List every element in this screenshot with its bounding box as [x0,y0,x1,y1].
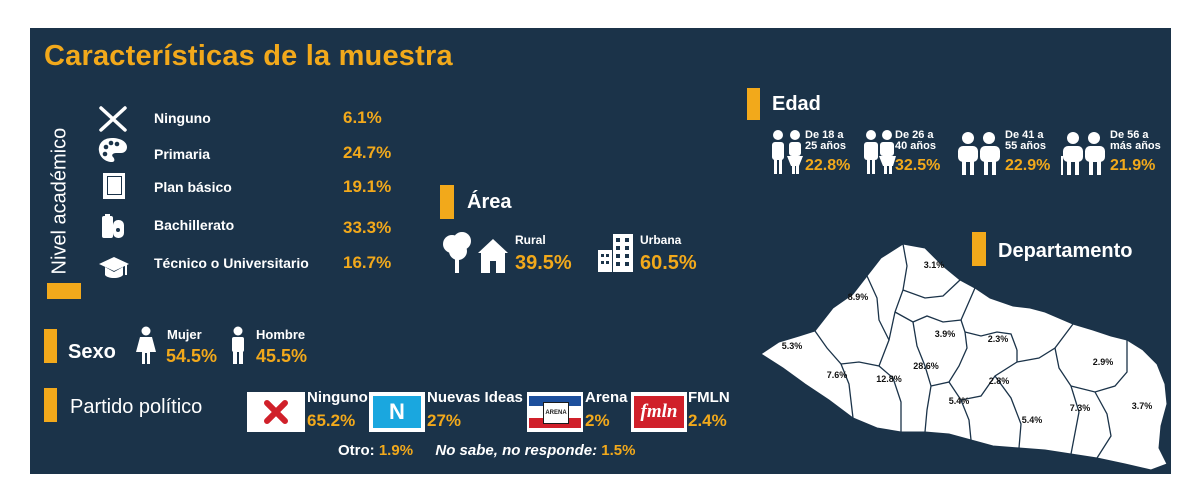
buildings-icon [598,234,633,272]
dept-label-14: 3.7% [1132,401,1153,411]
dept-label-9: 2.8% [989,376,1010,386]
dept-label-3: 5.3% [782,341,803,351]
el-salvador-map: 3.1% 8.9% 5.3% 3.9% 2.3% 7.6% 12.8% 28.6… [760,243,1168,471]
partido-ninguno-value: 65.2% [307,411,356,430]
nivel-plan-basico-label: Plan básico [154,179,232,195]
area-title: Área [467,191,512,213]
dept-label-11: 5.4% [949,396,970,406]
palette-icon [98,138,127,162]
dept-label-10: 2.9% [1093,357,1114,367]
area-urbana-label: Urbana [640,233,682,247]
nivel-bachillerato-value: 33.3% [343,218,392,237]
dept-label-4: 3.9% [935,329,956,339]
elderly-couple-icon [1061,132,1105,175]
edad-accent-bar [747,88,760,120]
edad-18-25-value: 22.8% [805,157,851,174]
nuevas-ideas-logo: N [369,392,425,432]
edad-56-line1: De 56 a [1110,129,1149,141]
arena-logo-text: ARENA [543,402,569,424]
edad-title: Edad [772,93,821,115]
area-accent-bar [440,185,454,219]
nsnr-label: No sabe, no responde: [435,442,598,459]
dept-label-8: 28.6% [913,361,939,371]
nivel-bachillerato-label: Bachillerato [154,217,235,233]
otro-label: Otro: [338,442,375,459]
middle-age-couple-icon [958,132,1000,175]
edad-18-25-line1: De 18 a [805,129,844,141]
graduation-cap-icon [99,257,129,278]
nivel-tecnico-label: Técnico o Universitario [154,255,309,271]
fmln-logo: fmln [631,392,687,432]
sexo-mujer-value: 54.5% [166,346,218,366]
partido-fmln-value: 2.4% [688,411,727,430]
partido-arena-label: Arena [585,389,628,406]
edad-26-40-value: 32.5% [895,157,941,174]
woman-icon [136,326,156,364]
dept-label-2: 8.9% [848,292,869,302]
partido-ninguno-label: Ninguno [307,389,368,406]
young-couple-icon [772,130,803,174]
dept-label-6: 7.6% [827,370,848,380]
sexo-mujer-label: Mujer [167,327,202,342]
partido-nuevas-ideas-label: Nuevas Ideas [427,389,523,406]
edad-41-55-value: 22.9% [1005,157,1051,174]
nivel-tecnico-value: 16.7% [343,253,392,272]
edad-18-25-line2: 25 años [805,140,846,152]
sexo-accent-bar [44,329,57,363]
sexo-title: Sexo [68,341,116,363]
arena-logo: ARENA [527,392,583,432]
edad-41-55-line1: De 41 a [1005,129,1044,141]
tree-house-icon [443,232,508,273]
nivel-primaria-value: 24.7% [343,143,392,162]
edad-26-40-line1: De 26 a [895,129,934,141]
fmln-logo-text: fmln [634,396,684,428]
otros-row: Otro: 1.9% No sabe, no responde: 1.5% [338,442,635,459]
nuevas-ideas-logo-text: N [373,396,421,428]
nivel-accent-bar [47,283,81,299]
dept-label-13: 7.3% [1070,403,1091,413]
infographic-panel: Características de la muestra Nivel acad… [30,28,1171,474]
partido-arena-value: 2% [585,411,610,430]
area-urbana-value: 60.5% [640,252,697,274]
departamento-title: Departamento [998,240,1133,262]
partido-fmln-label: FMLN [688,389,730,406]
dept-label-5: 2.3% [988,334,1009,344]
partido-title: Partido político [70,396,203,418]
edad-56-value: 21.9% [1110,157,1156,174]
partido-nuevas-ideas-value: 27% [427,411,462,430]
edad-26-40-line2: 40 años [895,140,936,152]
nivel-ninguno-value: 6.1% [343,108,382,127]
red-x-icon [264,400,288,424]
x-mark-icon [99,106,127,132]
area-rural-value: 39.5% [515,252,572,274]
page-title: Características de la muestra [44,40,453,72]
sexo-hombre-label: Hombre [256,327,306,342]
man-icon [232,326,244,364]
otro-value: 1.9% [378,442,414,459]
edad-41-55-line2: 55 años [1005,140,1046,152]
nsnr-value: 1.5% [601,442,636,459]
nivel-ninguno-label: Ninguno [154,110,211,126]
dept-label-12: 5.4% [1022,415,1043,425]
flask-icon [102,214,124,238]
sexo-hombre-value: 45.5% [256,346,308,366]
edad-56-line2: más años [1110,140,1161,152]
ninguno-logo [247,392,305,432]
book-icon [103,173,125,199]
nivel-academico-label: Nivel académico [48,127,71,275]
nivel-primaria-label: Primaria [154,146,211,162]
area-rural-label: Rural [515,233,546,247]
partido-accent-bar [44,388,57,422]
nivel-plan-basico-value: 19.1% [343,177,392,196]
dept-label-1: 3.1% [924,260,945,270]
departamento-accent-bar [972,232,986,266]
adult-couple-icon [864,130,896,174]
dept-label-7: 12.8% [876,374,902,384]
